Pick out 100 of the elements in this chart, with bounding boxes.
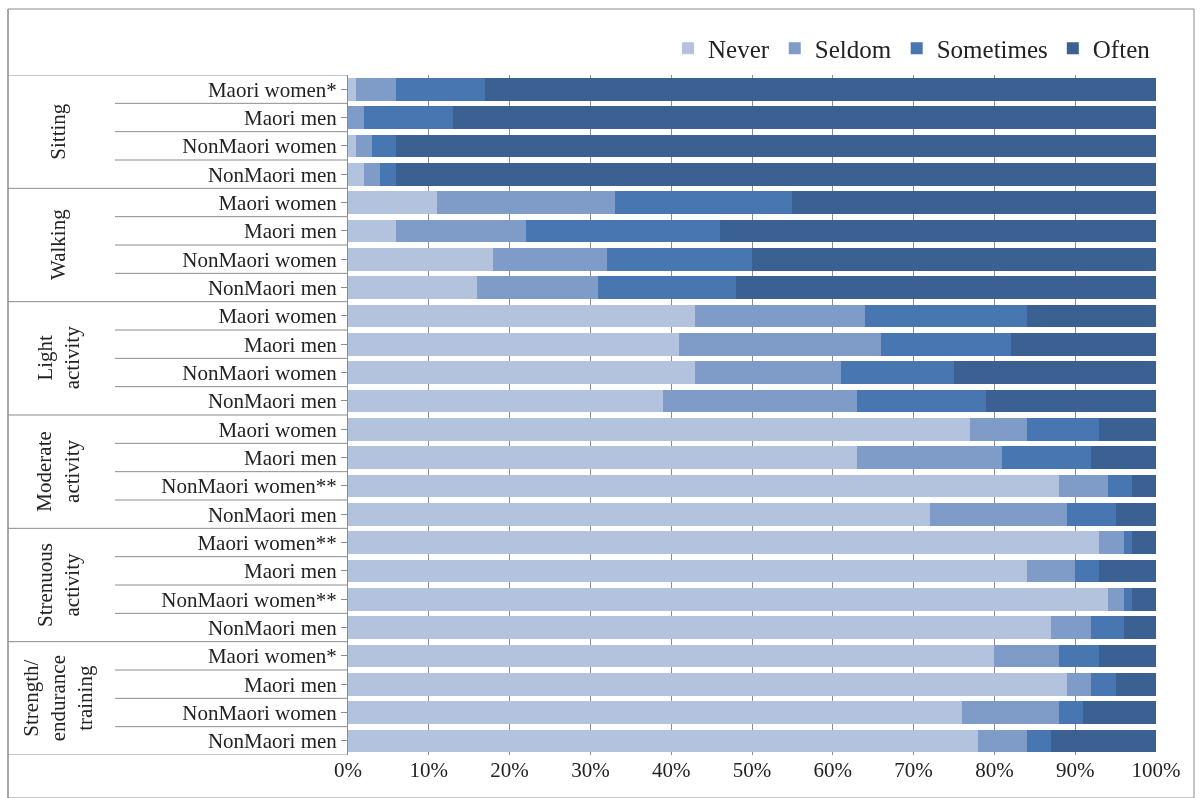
bar <box>1099 417 1156 441</box>
bar <box>679 332 882 356</box>
legend-label: Sometimes <box>936 36 1048 64</box>
y-tick-label: Maori women* <box>207 644 337 669</box>
bar <box>1107 474 1132 498</box>
bar <box>1059 474 1108 498</box>
bar <box>978 729 1027 753</box>
x-tick-label: 40% <box>651 758 691 782</box>
bar <box>396 77 486 101</box>
bar <box>477 276 599 299</box>
bar <box>1123 531 1132 554</box>
bar <box>663 389 858 413</box>
y-tick-label: NonMaori women <box>182 247 338 272</box>
bar <box>364 162 381 186</box>
bar <box>792 191 1156 214</box>
bar <box>1002 446 1092 469</box>
bar <box>1091 446 1156 469</box>
bar <box>752 247 1156 271</box>
bar <box>1115 502 1156 526</box>
bar <box>348 389 664 413</box>
bar <box>1067 672 1092 696</box>
bar <box>1107 587 1124 611</box>
x-tick-label: 10% <box>409 758 449 782</box>
y-tick-label: Maori men <box>244 672 338 697</box>
y-tick-label: Maori women** <box>197 530 337 555</box>
y-tick-label: NonMaori men <box>207 275 338 300</box>
y-tick-label: NonMaori men <box>207 162 338 187</box>
bar <box>929 502 1068 526</box>
bar <box>348 701 963 724</box>
bar <box>436 191 615 214</box>
bar <box>348 106 365 129</box>
bar <box>356 77 397 101</box>
y-tick-label: NonMaori men <box>207 502 338 527</box>
y-tick-label: NonMaori women** <box>161 587 337 612</box>
bar <box>348 361 696 384</box>
legend-label: Often <box>1092 36 1151 64</box>
bar <box>970 417 1027 441</box>
bar <box>348 502 930 526</box>
bar <box>348 417 971 441</box>
bar <box>1010 332 1156 356</box>
bar <box>735 276 1156 299</box>
y-tick-label: NonMaori men <box>207 615 338 640</box>
bar <box>348 332 680 356</box>
text: Strength/ endurance training <box>18 655 98 742</box>
bar <box>348 672 1068 696</box>
y-tick-label: Maori women <box>218 190 338 215</box>
text: Strenuous activity <box>33 543 85 627</box>
bar <box>1131 531 1156 554</box>
bar <box>1026 417 1100 441</box>
y-tick-label: Maori men <box>244 219 338 244</box>
bar <box>348 729 979 753</box>
legend-label: Seldom <box>814 36 892 64</box>
bar <box>356 134 373 158</box>
text: Moderate activity <box>32 431 84 512</box>
y-tick-label: Maori women* <box>207 77 337 102</box>
bar <box>1075 559 1100 583</box>
bar <box>348 304 696 328</box>
bar <box>1099 531 1124 554</box>
y-tick-label: Maori women <box>218 417 338 442</box>
y-tick-label: NonMaori women <box>182 700 338 725</box>
y-tick-label: Maori men <box>244 559 338 584</box>
text: Light activity <box>32 325 84 390</box>
bar <box>348 446 858 469</box>
y-tick-label: NonMaori men <box>207 389 338 414</box>
x-tick-label: 60% <box>813 758 853 782</box>
y-tick-label: Maori women <box>218 304 338 329</box>
bar <box>1131 587 1156 611</box>
x-tick-label: 30% <box>571 758 610 782</box>
bar <box>840 361 954 384</box>
bar <box>1123 587 1132 611</box>
bar <box>348 77 357 101</box>
x-tick-label: 100% <box>1131 758 1181 782</box>
y-tick-label: Maori men <box>244 332 338 357</box>
y-tick-label: NonMaori women <box>182 360 338 385</box>
bar <box>881 332 1011 356</box>
bar <box>1026 304 1156 328</box>
bar <box>348 276 478 299</box>
bar <box>380 162 397 186</box>
bar <box>348 247 494 271</box>
bar <box>1026 559 1076 583</box>
bar <box>396 219 526 243</box>
bar <box>962 701 1060 724</box>
y-tick-label: NonMaori women** <box>161 474 337 499</box>
x-tick-label: 70% <box>894 758 933 782</box>
bar <box>695 304 866 328</box>
bar <box>493 247 607 271</box>
bar <box>348 559 1027 583</box>
bar <box>348 474 1060 498</box>
text: Sitting <box>46 103 71 160</box>
y-tick-label: NonMaori women <box>182 134 338 159</box>
bar <box>1059 644 1100 668</box>
y-tick-label: Maori men <box>244 105 338 130</box>
bar <box>719 219 1156 243</box>
bar <box>865 304 1027 328</box>
bar <box>348 191 437 214</box>
bar <box>1099 559 1156 583</box>
bar <box>348 219 397 243</box>
x-tick-label: 80% <box>975 758 1014 782</box>
bar <box>1131 474 1156 498</box>
bar <box>1067 502 1116 526</box>
